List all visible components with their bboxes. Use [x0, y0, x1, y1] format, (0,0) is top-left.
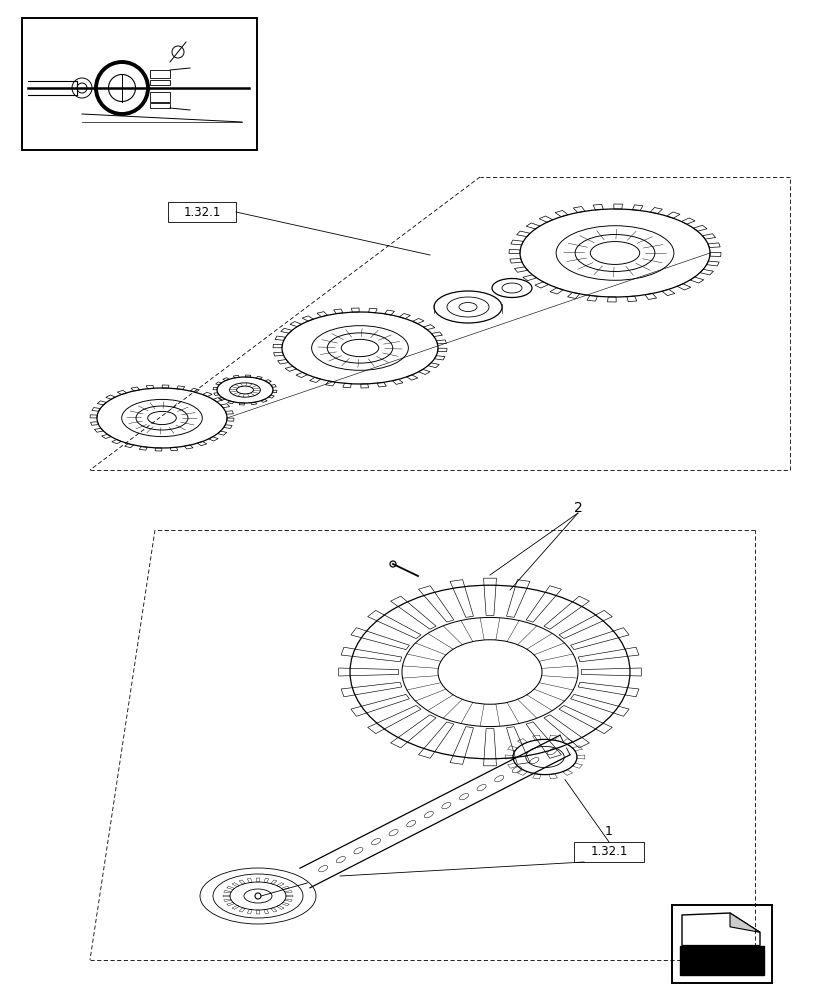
Bar	[150, 70, 170, 78]
Bar	[22, 18, 256, 150]
Bar	[168, 202, 236, 222]
Bar	[150, 92, 170, 102]
Bar	[150, 103, 170, 108]
Text: 1.32.1: 1.32.1	[183, 206, 221, 219]
Bar	[679, 946, 763, 975]
Polygon shape	[681, 913, 759, 946]
Bar	[150, 80, 170, 85]
Text: 1: 1	[605, 825, 612, 838]
Bar	[573, 842, 643, 862]
Text: 1.32.1: 1.32.1	[590, 845, 627, 858]
Text: 2: 2	[573, 501, 581, 515]
Polygon shape	[729, 913, 759, 932]
Bar	[672, 905, 771, 983]
